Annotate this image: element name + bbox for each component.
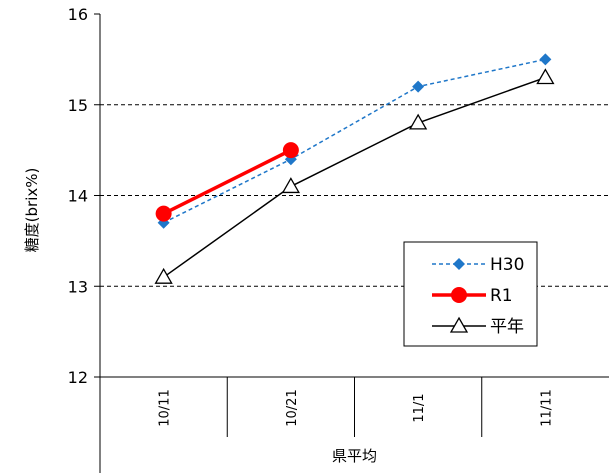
x-axis-group-label: 県平均: [332, 447, 377, 465]
data-point: [536, 68, 555, 85]
series-triangle-open: [154, 68, 555, 284]
series-line: [162, 148, 292, 216]
data-point: [412, 80, 425, 93]
legend-label: R1: [490, 286, 513, 306]
y-axis-ticks: 12 13 14 15 16: [68, 5, 88, 387]
legend-marker: [451, 287, 467, 303]
legend-label: H30: [490, 255, 524, 275]
data-point: [539, 53, 552, 66]
legend-item: 平年: [432, 316, 524, 337]
x-tick-label: 10/11: [158, 389, 173, 426]
y-tick-label: 12: [68, 368, 88, 387]
legend-item: R1: [432, 286, 513, 306]
x-tick-label: 11/11: [539, 389, 554, 426]
series-line: [163, 76, 546, 278]
legend: H30 R1 平年: [403, 241, 538, 347]
x-tick-label: 11/1: [412, 393, 427, 422]
y-axis-label: 糖度(brix%): [23, 168, 41, 253]
axes: [94, 13, 609, 473]
series-group: [154, 53, 555, 284]
x-axis-categories: 10/11 10/21 11/1 11/11: [158, 389, 555, 426]
legend-label: 平年: [490, 317, 524, 337]
y-tick-label: 13: [68, 277, 88, 296]
gridlines: [100, 104, 609, 287]
data-point: [281, 177, 300, 194]
legend-item: H30: [432, 255, 524, 275]
series-diamond: [157, 53, 552, 229]
series-line: [163, 58, 546, 224]
data-point: [282, 142, 299, 159]
data-point: [155, 205, 172, 222]
y-tick-label: 15: [68, 96, 88, 115]
legend-marker: [453, 258, 465, 270]
y-tick-label: 14: [68, 187, 88, 206]
legend-marker: [449, 316, 469, 333]
data-point: [154, 267, 173, 284]
y-tick-label: 16: [68, 5, 88, 24]
data-point: [409, 113, 428, 130]
x-tick-label: 10/21: [285, 389, 300, 426]
series-circle: [155, 142, 299, 222]
